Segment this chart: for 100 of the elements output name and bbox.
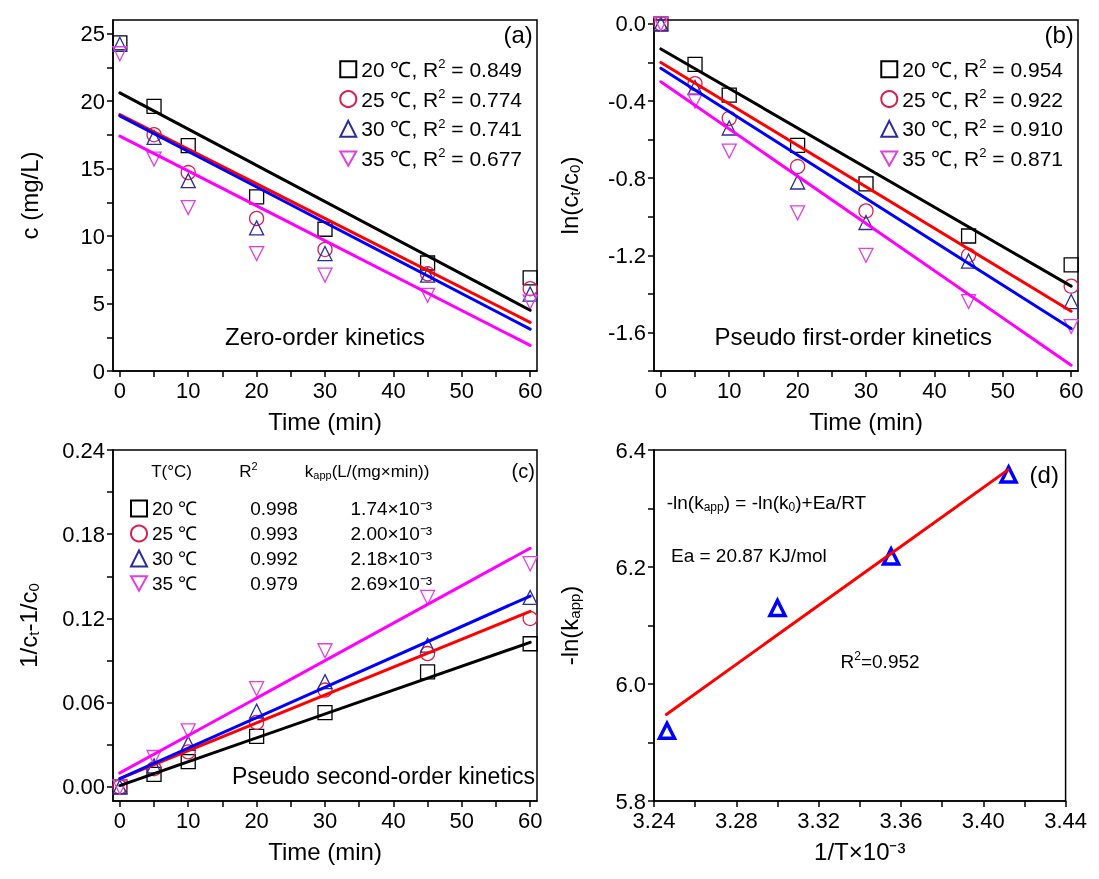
point <box>789 137 806 154</box>
y-tick-label: 6.2 <box>615 554 646 580</box>
point <box>146 766 162 782</box>
point <box>248 681 265 697</box>
point <box>858 214 874 231</box>
x-tick-label: 20 <box>785 377 810 403</box>
x-tick-label: 0 <box>113 377 126 403</box>
point <box>522 556 538 572</box>
point <box>180 754 196 770</box>
point <box>789 174 806 190</box>
point <box>858 176 874 192</box>
point <box>248 703 265 719</box>
point <box>687 56 703 73</box>
point <box>960 253 977 269</box>
y-axis-title: 1/ct-1/c0 <box>14 583 42 668</box>
y-tick-label: 0.00 <box>62 774 105 800</box>
point <box>317 682 333 698</box>
point <box>317 643 333 659</box>
y-axis-title: ln(ct/c0) <box>555 156 583 235</box>
x-tick-label: 30 <box>312 377 338 403</box>
point <box>721 110 737 126</box>
x-tick-label: 3.36 <box>879 807 923 833</box>
point <box>317 267 333 283</box>
y-tick-label: 15 <box>80 156 105 181</box>
x-tick-label: 10 <box>175 377 201 403</box>
point <box>721 143 737 159</box>
x-tick-label: 50 <box>990 377 1016 403</box>
point <box>419 664 436 680</box>
annotation: Pseudo first-order kinetics <box>714 323 993 351</box>
y-tick-label: -1.2 <box>608 242 646 268</box>
x-tick-label: 0 <box>113 807 126 833</box>
point <box>522 636 538 652</box>
x-tick-label: 20 <box>244 807 269 833</box>
point <box>522 589 538 606</box>
point <box>522 270 538 286</box>
y-tick-label: 0.18 <box>62 521 105 547</box>
y-tick-label: 0.0 <box>615 11 646 37</box>
point <box>767 596 788 618</box>
point <box>687 76 703 92</box>
point <box>721 87 737 103</box>
y-tick-label: 5 <box>92 291 105 316</box>
y-tick-label: 5.8 <box>615 788 646 814</box>
x-tick-label: 60 <box>517 807 543 833</box>
point <box>1063 278 1079 294</box>
y-axis-title: -ln(kapp) <box>555 585 583 666</box>
y-tick-label: -1.6 <box>608 319 646 345</box>
x-axis-title: Time (min) <box>809 407 923 435</box>
y-tick-label: 6.0 <box>615 671 646 697</box>
point <box>146 151 162 167</box>
x-tick-label: 40 <box>381 807 406 833</box>
annotation: (b) <box>1044 20 1074 48</box>
x-tick-label: 3.44 <box>1044 807 1087 833</box>
y-tick-label: 0.06 <box>62 690 105 716</box>
x-tick-label: 3.32 <box>797 807 841 833</box>
point <box>522 286 538 302</box>
y-tick-label: 25 <box>80 21 105 46</box>
x-tick-label: 0 <box>654 377 667 403</box>
legend-label: 30 ℃ 0.992 2.18×10⁻³ <box>152 548 433 569</box>
x-axis-title: 1/T×10⁻³ <box>814 837 906 865</box>
x-tick-label: 20 <box>244 377 269 403</box>
point <box>858 203 874 219</box>
y-tick-label: -0.4 <box>608 88 646 114</box>
point <box>789 158 806 175</box>
point <box>1063 318 1079 335</box>
point <box>317 245 333 262</box>
point <box>317 241 333 258</box>
x-tick-label: 3.28 <box>714 807 758 833</box>
y-axis-title: c (mg/L) <box>15 151 43 240</box>
y-tick-label: -0.8 <box>608 165 646 191</box>
y-tick-label: 0 <box>92 358 105 384</box>
legend-label: 20 ℃ 0.998 1.74×10⁻³ <box>152 498 433 519</box>
y-tick-label: 0.12 <box>62 605 105 631</box>
point <box>248 245 265 262</box>
x-tick-label: 30 <box>312 807 338 833</box>
point <box>248 728 265 745</box>
point <box>960 293 977 310</box>
point <box>419 645 436 662</box>
point <box>960 228 977 244</box>
y-tick-label: 10 <box>80 223 105 249</box>
point <box>1063 293 1079 310</box>
point <box>248 210 265 227</box>
point <box>858 247 874 263</box>
point <box>248 189 265 205</box>
x-tick-label: 60 <box>1058 377 1084 403</box>
point <box>522 294 538 310</box>
point <box>687 93 703 109</box>
point <box>317 221 333 237</box>
point <box>180 200 196 216</box>
point <box>419 255 436 271</box>
point <box>656 719 678 741</box>
point <box>721 120 737 136</box>
point <box>419 589 436 606</box>
point <box>180 164 196 181</box>
point <box>1063 257 1079 273</box>
point <box>419 287 436 304</box>
annotation: Zero-order kinetics <box>224 323 426 351</box>
point <box>789 205 806 221</box>
point <box>112 46 128 62</box>
point <box>317 674 333 690</box>
x-tick-label: 40 <box>381 377 406 403</box>
